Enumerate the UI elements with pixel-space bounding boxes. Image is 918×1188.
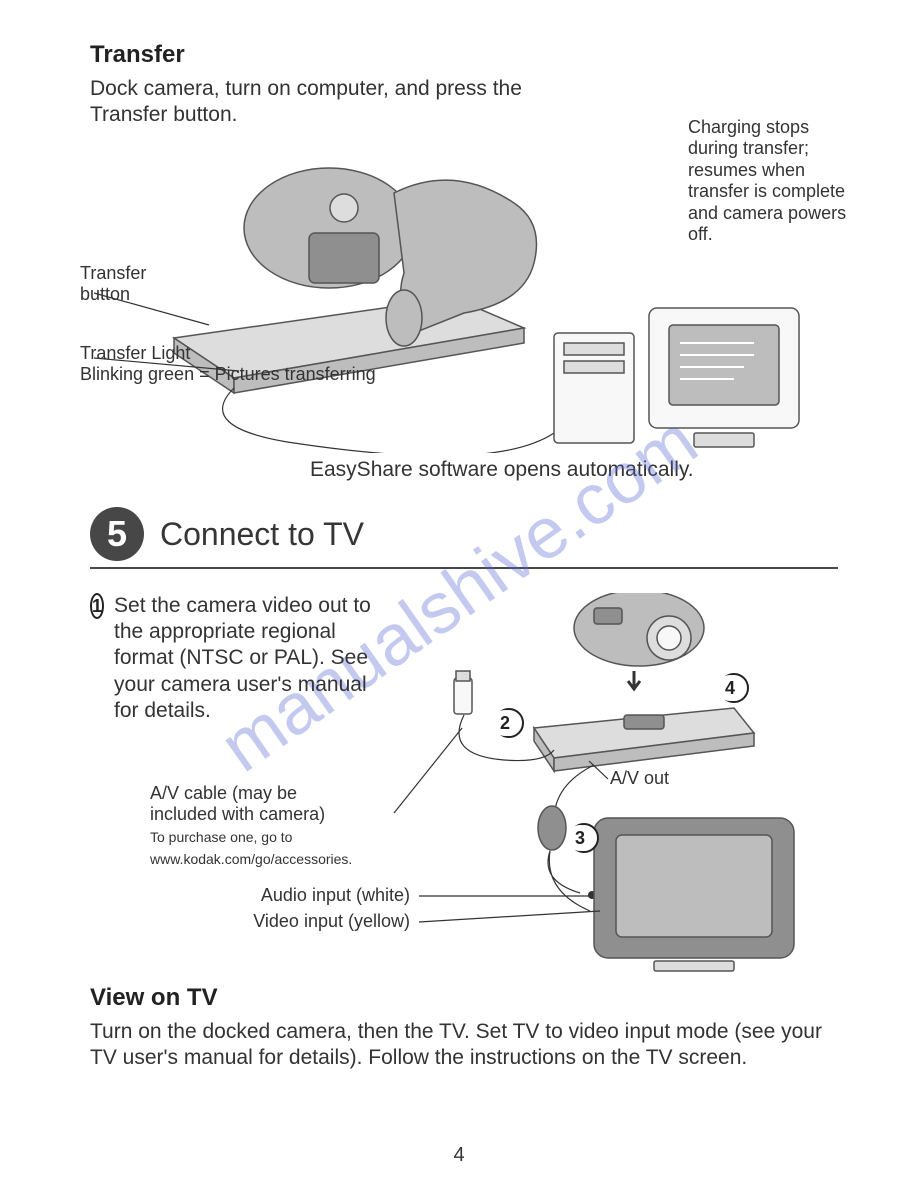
view-heading: View on TV [90,983,838,1013]
label-av-out: A/V out [610,768,669,790]
marker-2-num: 2 [492,710,518,736]
transfer-heading: Transfer [90,40,838,70]
label-av-cable-l1: A/V cable (may be [150,783,297,803]
label-av-cable-l2: included with camera) [150,804,325,824]
substep-1-badge: 1 [90,593,104,619]
label-av-cable-l4: www.kodak.com/go/accessories. [150,851,352,867]
transfer-side-note: Charging stops during transfer; resumes … [688,117,848,247]
step5-diagram: 1 Set the camera video out to the approp… [90,593,838,973]
step5-title: Connect to TV [160,514,364,554]
transfer-caption: EasyShare software opens automatically. [310,457,838,483]
label-audio-input: Audio input (white) [220,885,410,907]
marker-4-num: 4 [717,675,743,701]
label-transfer-light-l1: Transfer Light [80,343,190,363]
transfer-section: Transfer Dock camera, turn on computer, … [90,40,838,483]
label-video-input: Video input (yellow) [220,911,410,933]
label-transfer-button: Transfer button [80,263,170,306]
label-av-cable-l3: To purchase one, go to [150,829,292,845]
view-body: Turn on the docked camera, then the TV. … [90,1019,838,1072]
transfer-intro: Dock camera, turn on computer, and press… [90,76,550,129]
view-section: View on TV Turn on the docked camera, th… [90,983,838,1072]
label-transfer-light-l2: Blinking green = Pictures transferring [80,364,376,384]
step5-header: 5 Connect to TV [90,507,838,569]
page-number: 4 [453,1143,464,1168]
transfer-diagram: Charging stops during transfer; resumes … [90,133,838,453]
substep-1-text: Set the camera video out to the appropri… [114,593,380,724]
marker-3-num: 3 [567,825,593,851]
step5-badge: 5 [90,507,144,561]
